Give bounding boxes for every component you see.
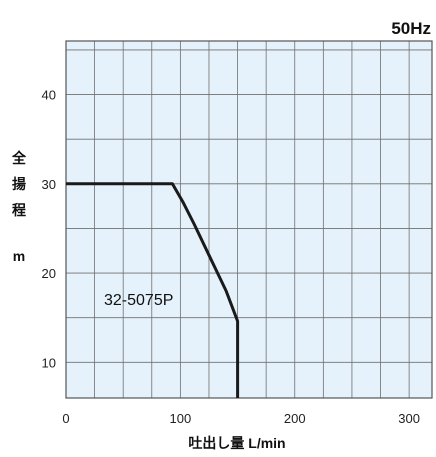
x-tick-label-100: 100 xyxy=(170,411,192,426)
y-axis-label-char-2: 揚 xyxy=(12,176,26,192)
x-tick-label-200: 200 xyxy=(284,411,306,426)
plot-frame xyxy=(65,40,433,399)
x-tick-labels: 0 100 200 300 xyxy=(62,411,420,426)
y-tick-label-40: 40 xyxy=(42,88,56,103)
y-tick-label-20: 20 xyxy=(42,266,56,281)
series-line-32-5075P xyxy=(66,182,240,398)
x-axis-label: 吐出し量 L/min xyxy=(188,435,285,451)
y-tick-labels: 10 20 30 40 xyxy=(42,88,56,371)
y-axis-label-char-3: 程 xyxy=(12,202,26,218)
y-tick-label-30: 30 xyxy=(42,177,56,192)
series-label-32-5075P: 32-5075P xyxy=(104,292,173,309)
plot-area xyxy=(66,41,432,398)
x-tick-label-300: 300 xyxy=(398,411,420,426)
y-tick-label-10: 10 xyxy=(42,355,56,370)
y-axis-unit: m xyxy=(13,248,25,264)
chart-title: 50Hz xyxy=(391,19,431,38)
x-tick-label-0: 0 xyxy=(62,411,69,426)
y-axis-label-char-1: 全 xyxy=(11,150,27,166)
